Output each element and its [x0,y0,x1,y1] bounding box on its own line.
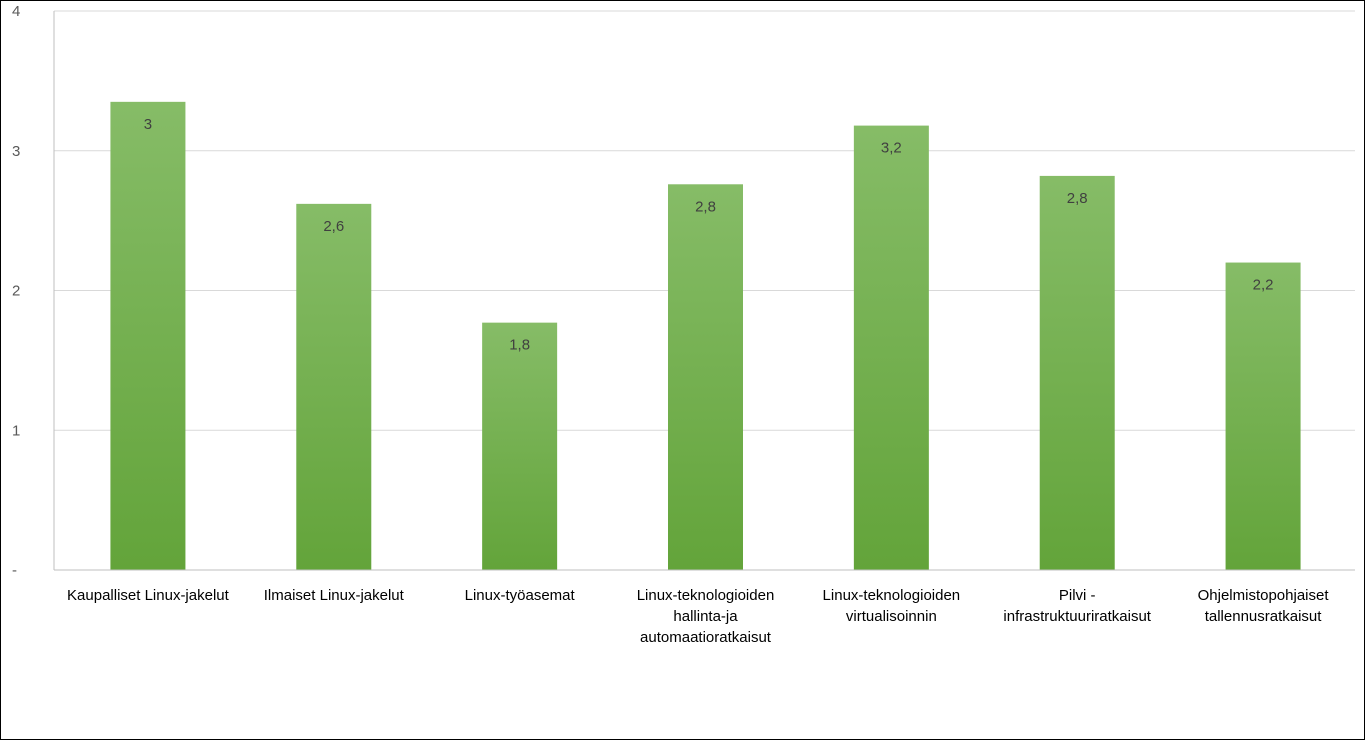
x-category-label: Linux-työasemat [465,587,576,604]
x-category-label: Kaupalliset Linux-jakelut [67,587,230,604]
bar [482,322,558,570]
x-category-label: Ilmaiset Linux-jakelut [264,587,405,604]
data-label: 1,8 [509,337,530,354]
bar [110,101,186,571]
y-tick-label: 3 [12,143,20,160]
bar [1039,175,1115,570]
bar [296,203,372,571]
bar [853,125,929,570]
y-tick-label: 1 [12,422,20,439]
bars: 3 2,6 1,8 2,8 3,2 2,8 2,2 [110,101,1301,571]
bar [1225,262,1301,570]
x-axis: Kaupalliset Linux-jakelut Ilmaiset Linux-… [54,569,1355,646]
x-category-label: Linux-teknologioiden hallinta-ja automaati… [637,587,775,646]
data-label: 3,2 [881,140,902,157]
y-tick-label: 4 [12,3,20,20]
y-axis: - 1 2 3 4 [12,3,55,579]
x-category-label: Linux-teknologioiden virtualisoinnin [823,587,961,625]
x-category-label: Ohjelmistopohjaiset tallennusratkaisut [1198,587,1330,625]
y-tick-label: 2 [12,283,20,300]
bar [668,184,743,571]
y-tick-label: - [12,562,17,579]
data-label: 2,6 [323,218,344,235]
x-category-label: Pilvi -infrastruktuuriratkaisut [1003,587,1151,625]
data-label: 3 [144,116,152,133]
data-label: 2,8 [695,198,716,215]
data-label: 2,8 [1067,190,1088,207]
data-label: 2,2 [1253,277,1274,294]
